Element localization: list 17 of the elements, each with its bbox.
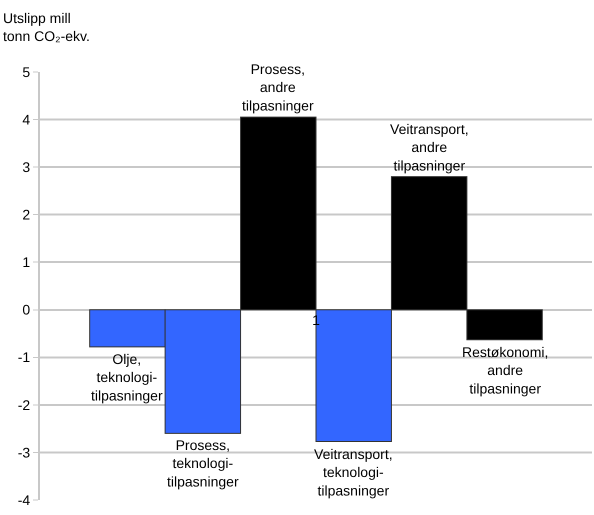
series-label: Veitransport, andre tilpasninger <box>390 121 469 174</box>
series-label: Prosess, andre tilpasninger <box>242 61 314 114</box>
y-tick-label: 3 <box>22 159 30 176</box>
series-label: Veitransport, teknologi-tilpasninger <box>314 446 393 498</box>
y-tick-label: 1 <box>22 254 30 270</box>
y-tick-label: 0 <box>22 302 30 318</box>
y-axis-title: Utslipp mill tonn CO₂-ekv. <box>3 10 90 44</box>
series-label: Prosess, teknologi-tilpasninger <box>167 437 239 490</box>
series-label: Olje, teknologi-tilpasninger <box>91 351 163 404</box>
series-label: Restøkonomi, andre tilpasninger <box>462 344 548 396</box>
y-tick-label: -3 <box>18 444 30 460</box>
y-tick-label: 5 <box>22 64 30 80</box>
y-tick-label: 2 <box>22 206 30 223</box>
y-tick-label: -1 <box>18 349 30 366</box>
y-tick-label: 4 <box>22 111 30 128</box>
y-tick-label: -4 <box>18 492 30 508</box>
y-tick-label: -2 <box>18 396 30 413</box>
